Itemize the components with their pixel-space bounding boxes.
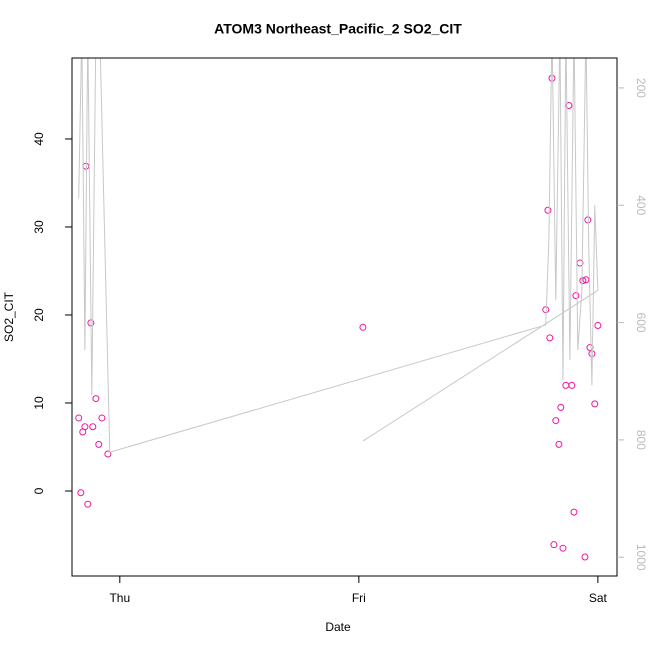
line bbox=[78, 58, 599, 453]
point bbox=[104, 450, 112, 458]
x-tick-label: Fri bbox=[352, 591, 366, 605]
point bbox=[95, 440, 103, 448]
point bbox=[565, 102, 573, 110]
y2-tick-label: 400 bbox=[634, 195, 648, 215]
point bbox=[584, 216, 592, 224]
y-tick-label: 0 bbox=[32, 487, 46, 494]
y2-tick-label: 1000 bbox=[634, 544, 648, 571]
point bbox=[550, 541, 558, 549]
point bbox=[544, 206, 552, 214]
point bbox=[557, 403, 565, 411]
point bbox=[81, 423, 89, 431]
y-tick-label: 20 bbox=[32, 308, 46, 322]
point bbox=[582, 276, 590, 284]
point bbox=[568, 381, 576, 389]
point bbox=[591, 400, 599, 408]
point bbox=[359, 323, 367, 331]
point bbox=[594, 322, 602, 330]
point bbox=[559, 544, 567, 552]
right-axis: 200 400 600 800 1000 bbox=[617, 78, 648, 571]
chart-title: ATOM3 Northeast_Pacific_2 SO2_CIT bbox=[214, 21, 462, 37]
point bbox=[92, 395, 100, 403]
x-tick-label: Sat bbox=[589, 591, 608, 605]
point bbox=[75, 414, 83, 422]
y-tick-label: 30 bbox=[32, 220, 46, 234]
plot-area bbox=[75, 58, 602, 561]
point bbox=[77, 489, 85, 497]
x-axis-label: Date bbox=[325, 620, 351, 634]
y-axis-label: SO2_CIT bbox=[2, 291, 16, 342]
y2-tick-label: 200 bbox=[634, 78, 648, 98]
x-tick-label: Thu bbox=[109, 591, 130, 605]
y-tick-label: 10 bbox=[32, 396, 46, 410]
point bbox=[89, 423, 97, 431]
point bbox=[579, 277, 587, 285]
plot-frame bbox=[71, 57, 618, 577]
y2-tick-label: 600 bbox=[634, 313, 648, 333]
point bbox=[548, 74, 556, 82]
point bbox=[570, 508, 578, 516]
point bbox=[555, 440, 563, 448]
point bbox=[552, 417, 560, 425]
point bbox=[98, 414, 106, 422]
y2-tick-label: 800 bbox=[634, 430, 648, 450]
point bbox=[572, 292, 580, 300]
point bbox=[546, 334, 554, 342]
point bbox=[84, 500, 92, 508]
y-tick-label: 40 bbox=[32, 132, 46, 146]
point bbox=[581, 553, 589, 561]
